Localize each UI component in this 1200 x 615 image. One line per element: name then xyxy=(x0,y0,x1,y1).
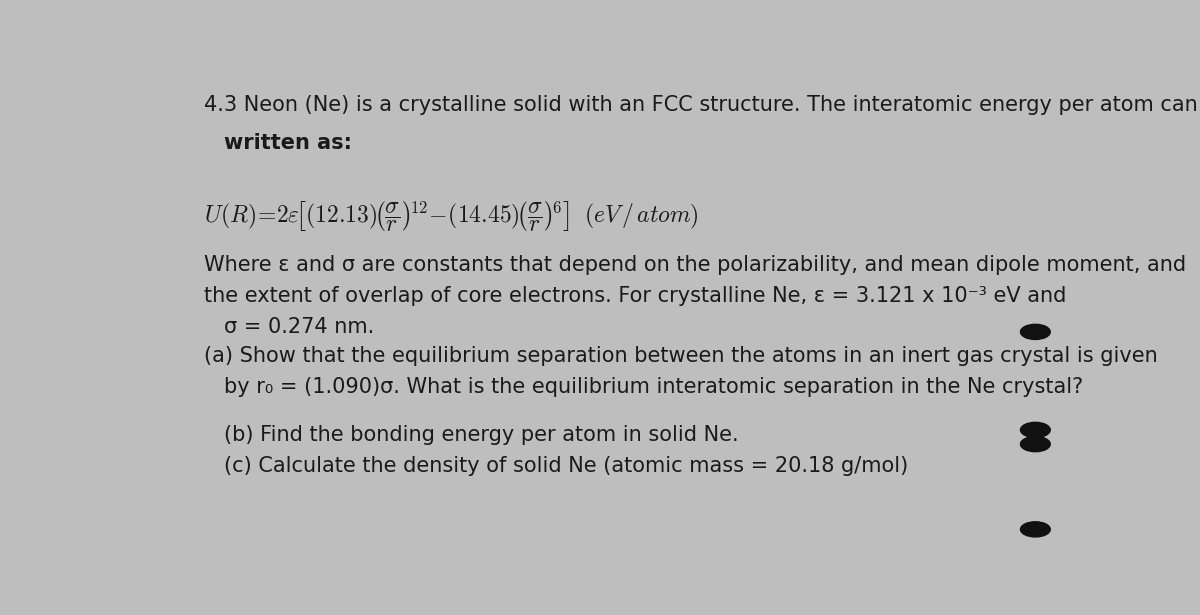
Circle shape xyxy=(1020,437,1050,451)
Text: σ = 0.274 nm.: σ = 0.274 nm. xyxy=(224,317,374,337)
Text: 4.3 Neon (Ne) is a crystalline solid with an FCC structure. The interatomic ener: 4.3 Neon (Ne) is a crystalline solid wit… xyxy=(204,95,1200,115)
Text: written as:: written as: xyxy=(224,133,353,153)
Circle shape xyxy=(1020,522,1050,537)
Text: $U(R)\!=\!2\varepsilon\!\left[(12.13)\!\left(\dfrac{\sigma}{r}\right)^{\!12}\!-\: $U(R)\!=\!2\varepsilon\!\left[(12.13)\!\… xyxy=(204,199,698,234)
Text: (c) Calculate the density of solid Ne (atomic mass = 20.18 g/mol): (c) Calculate the density of solid Ne (a… xyxy=(224,456,908,477)
Circle shape xyxy=(1020,324,1050,339)
Text: (b) Find the bonding energy per atom in solid Ne.: (b) Find the bonding energy per atom in … xyxy=(224,425,739,445)
Text: (a) Show that the equilibrium separation between the atoms in an inert gas cryst: (a) Show that the equilibrium separation… xyxy=(204,346,1158,366)
Text: Where ε and σ are constants that depend on the polarizability, and mean dipole m: Where ε and σ are constants that depend … xyxy=(204,255,1186,275)
Text: the extent of overlap of core electrons. For crystalline Ne, ε = 3.121 x 10⁻³ eV: the extent of overlap of core electrons.… xyxy=(204,286,1067,306)
Text: by r₀ = (1.090)σ. What is the equilibrium interatomic separation in the Ne cryst: by r₀ = (1.090)σ. What is the equilibriu… xyxy=(224,377,1084,397)
Circle shape xyxy=(1020,423,1050,437)
